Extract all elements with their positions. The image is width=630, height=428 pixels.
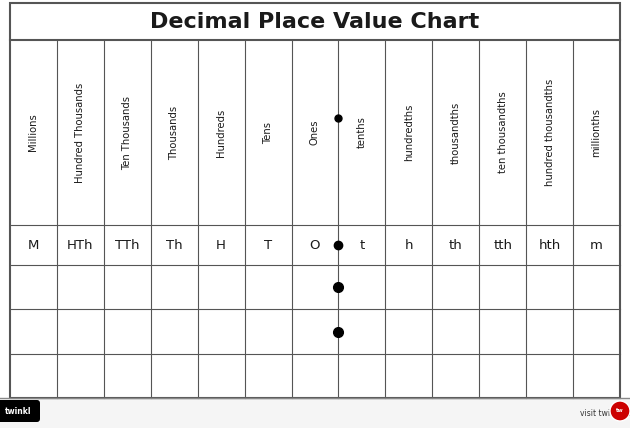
Text: t: t [359, 238, 365, 252]
Text: millionths: millionths [592, 108, 602, 157]
Text: O: O [310, 238, 320, 252]
Bar [0, 398, 630, 428]
Text: m: m [590, 238, 603, 252]
Text: Hundred Thousands: Hundred Thousands [76, 82, 86, 183]
Text: Ten Thousands: Ten Thousands [122, 95, 132, 169]
Text: M: M [28, 238, 39, 252]
Text: T: T [264, 238, 272, 252]
FancyBboxPatch shape [0, 400, 40, 422]
Text: tenths: tenths [357, 116, 367, 149]
Text: thousandths: thousandths [451, 101, 461, 163]
Text: Tens: Tens [263, 122, 273, 143]
Text: TTh: TTh [115, 238, 140, 252]
Text: ten thousandths: ten thousandths [498, 92, 508, 173]
Text: h: h [404, 238, 413, 252]
Text: hundred thousandths: hundred thousandths [544, 79, 554, 186]
Circle shape [610, 401, 630, 421]
Text: Thousands: Thousands [169, 105, 179, 160]
Text: Th: Th [166, 238, 183, 252]
Text: Hundreds: Hundreds [216, 108, 226, 157]
Text: twinkl: twinkl [5, 407, 32, 416]
Text: Ones: Ones [310, 120, 320, 145]
Text: HTh: HTh [67, 238, 94, 252]
Text: Decimal Place Value Chart: Decimal Place Value Chart [151, 12, 479, 32]
Text: hth: hth [539, 238, 561, 252]
Text: visit twinkl.com: visit twinkl.com [580, 410, 630, 419]
Text: th: th [449, 238, 462, 252]
Text: hundredths: hundredths [404, 104, 414, 161]
Text: Millions: Millions [28, 113, 38, 152]
Text: tth: tth [493, 238, 512, 252]
Text: tw: tw [616, 408, 624, 413]
Text: H: H [216, 238, 226, 252]
